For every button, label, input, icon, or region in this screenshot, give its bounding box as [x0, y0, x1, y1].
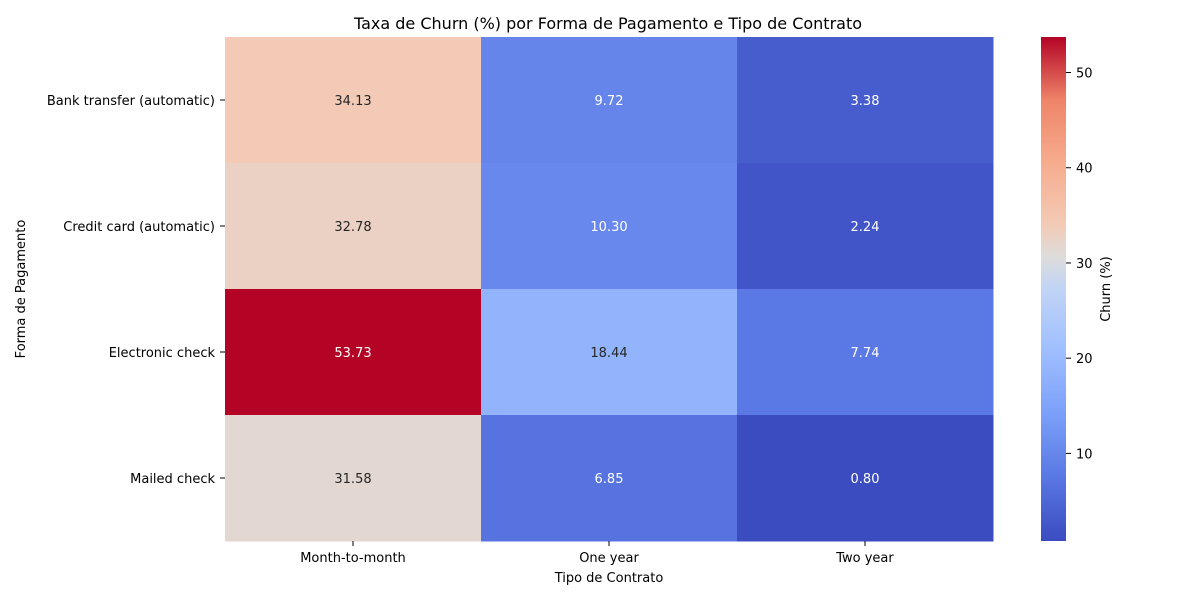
colorbar-tick-label: 20 — [1076, 352, 1093, 367]
y-tick-label: Mailed check — [130, 472, 215, 487]
heatmap-cell — [225, 289, 482, 416]
cell-value-label: 3.38 — [851, 94, 880, 109]
colorbar-tick-label: 40 — [1076, 162, 1093, 177]
y-tick-label: Bank transfer (automatic) — [47, 94, 215, 109]
x-tick-label: Two year — [835, 551, 894, 566]
chart-title: Taxa de Churn (%) por Forma de Pagamento… — [353, 14, 862, 33]
heatmap-cell-labels: 34.13 9.72 3.38 32.78 10.30 2.24 53.73 18.44 7.7… — [334, 94, 879, 487]
y-tick-label: Electronic check — [109, 346, 216, 361]
cell-value-label: 6.85 — [595, 472, 624, 487]
y-axis-label: Forma de Pagamento — [14, 220, 29, 359]
colorbar-tick-label: 30 — [1076, 257, 1093, 272]
heatmap-cell — [481, 289, 738, 416]
heatmap-cell — [737, 37, 994, 164]
cell-value-label: 9.72 — [595, 94, 624, 109]
cell-value-label: 10.30 — [590, 220, 627, 235]
heatmap-cells — [225, 37, 994, 542]
heatmap-cell — [225, 37, 482, 164]
cell-value-label: 31.58 — [334, 472, 371, 487]
heatmap-cell — [225, 163, 482, 290]
heatmap-cell — [481, 415, 738, 542]
heatmap-cell — [737, 289, 994, 416]
y-tick-label: Credit card (automatic) — [63, 220, 215, 235]
cell-value-label: 34.13 — [334, 94, 371, 109]
heatmap-cell — [481, 163, 738, 290]
heatmap-cell — [737, 415, 994, 542]
cell-value-label: 18.44 — [590, 346, 627, 361]
colorbar-tick-label: 10 — [1076, 447, 1093, 462]
colorbar-label: Churn (%) — [1099, 256, 1114, 322]
cell-value-label: 53.73 — [334, 346, 371, 361]
x-axis: Month-to-month One year Two year — [300, 541, 894, 566]
colorbar-gradient — [1041, 37, 1066, 541]
heatmap-cell — [481, 37, 738, 164]
heatmap-cell — [225, 415, 482, 542]
colorbar: 10 20 30 40 50 — [1041, 37, 1093, 541]
y-axis: Bank transfer (automatic) Credit card (au… — [47, 94, 225, 487]
cell-value-label: 2.24 — [851, 220, 880, 235]
x-tick-label: Month-to-month — [300, 551, 406, 566]
cell-value-label: 0.80 — [851, 472, 880, 487]
x-tick-label: One year — [579, 551, 639, 566]
cell-value-label: 32.78 — [334, 220, 371, 235]
heatmap-cell — [737, 163, 994, 290]
x-axis-label: Tipo de Contrato — [554, 571, 664, 586]
colorbar-tick-label: 50 — [1076, 67, 1093, 82]
cell-value-label: 7.74 — [851, 346, 880, 361]
